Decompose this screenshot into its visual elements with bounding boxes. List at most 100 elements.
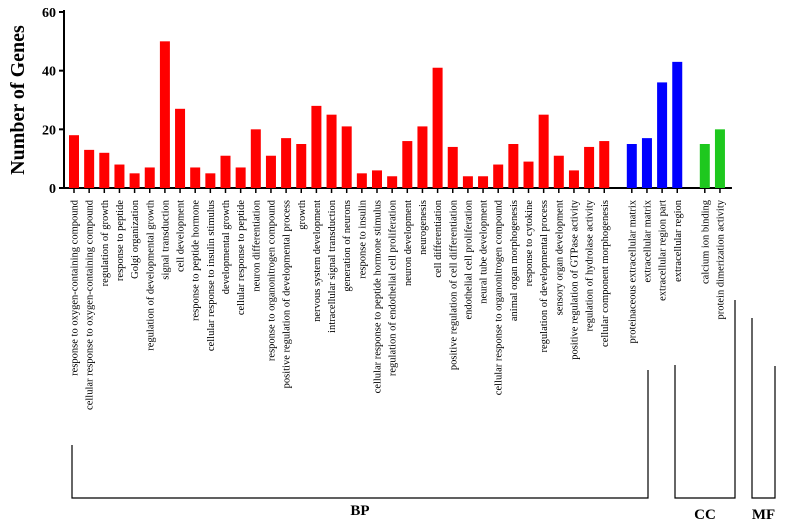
bar-bp-1 bbox=[69, 135, 79, 188]
category-label: response to peptide bbox=[115, 200, 126, 281]
bracket-mf bbox=[751, 318, 776, 499]
bar-bp-11 bbox=[220, 155, 231, 188]
category-label: protein dimerization activity bbox=[715, 199, 726, 319]
bar-bp-4 bbox=[114, 164, 125, 188]
bar-bp-3 bbox=[99, 152, 110, 188]
category-label: cellular component morphogenesis bbox=[600, 200, 611, 347]
bar-bp-13 bbox=[250, 129, 261, 188]
y-axis-label: Number of Genes bbox=[7, 25, 29, 175]
category-label: response to insulin bbox=[357, 199, 368, 278]
category-label: response to cytokine bbox=[524, 200, 535, 287]
category-label: regulation of endothelial cell prolifera… bbox=[388, 199, 399, 376]
category-label: regulation of developmental process bbox=[539, 200, 550, 353]
category-label: nervous system development bbox=[312, 200, 323, 322]
bar-bp-21 bbox=[372, 170, 382, 188]
category-label: extracellular region bbox=[673, 199, 684, 282]
category-label: growth bbox=[297, 199, 308, 229]
category-label: regulation of hydrolase activity bbox=[585, 199, 596, 331]
category-label: regulation of growth bbox=[100, 199, 111, 286]
category-label: response to peptide hormone bbox=[191, 200, 202, 321]
bar-bp-31 bbox=[523, 161, 534, 188]
category-labels: response to oxygen-containing compound ce… bbox=[70, 199, 727, 410]
bar-cc-2 bbox=[641, 138, 652, 188]
category-label: positive regulation of GTPase activity bbox=[569, 199, 580, 360]
category-label: positive regulation of cell differentiat… bbox=[448, 199, 459, 370]
category-label: cellular response to peptide bbox=[236, 200, 247, 316]
bar-bp-6 bbox=[144, 167, 155, 188]
bar-bp-24 bbox=[417, 126, 428, 188]
category-label: neuron development bbox=[403, 200, 414, 286]
y-tick-label: 0 bbox=[49, 182, 56, 197]
bar-bp-9 bbox=[190, 167, 201, 188]
category-label: response to oxygen-containing compound bbox=[70, 199, 81, 376]
bar-bp-32 bbox=[538, 114, 549, 188]
bar-bp-30 bbox=[508, 144, 519, 188]
bar-bp-26 bbox=[447, 146, 458, 188]
group-label-mf: MF bbox=[752, 507, 775, 523]
category-label: developmental growth bbox=[221, 199, 232, 294]
category-label: positive regulation of developmental pro… bbox=[282, 200, 293, 388]
bar-bp-5 bbox=[129, 173, 140, 188]
bracket-bp bbox=[71, 370, 649, 499]
bar-bp-36 bbox=[599, 141, 610, 188]
bar-bp-27 bbox=[462, 176, 473, 188]
bar-bp-10 bbox=[205, 173, 216, 188]
category-label: intracellular signal transduction bbox=[327, 199, 338, 333]
group-label-bp: BP bbox=[350, 503, 369, 519]
y-tick-label: 40 bbox=[42, 65, 56, 80]
category-label: sensory organ development bbox=[554, 200, 565, 315]
y-tick-label: 60 bbox=[42, 6, 56, 21]
bar-bp-7 bbox=[159, 41, 170, 189]
category-label: response to organonitrogen compound bbox=[266, 199, 277, 361]
bracket-cc bbox=[674, 300, 736, 499]
category-label: endothelial cell proliferation bbox=[463, 199, 474, 319]
category-label: proteinaceous extracellular matrix bbox=[627, 199, 638, 343]
category-label: Golgi organization bbox=[130, 199, 141, 279]
category-label: signal transduction bbox=[160, 199, 171, 279]
bar-bp-35 bbox=[584, 146, 595, 188]
bar-bp-23 bbox=[402, 141, 413, 188]
bar-bp-33 bbox=[553, 155, 564, 188]
category-label: cell differentiation bbox=[433, 199, 444, 277]
bar-bp-22 bbox=[387, 176, 398, 188]
bar-bp-16 bbox=[296, 144, 307, 188]
category-label: regulation of developmental growth bbox=[145, 199, 156, 350]
bar-cc-3 bbox=[657, 82, 668, 188]
category-label: cellular response to organonitrogen comp… bbox=[494, 199, 505, 395]
bar-bp-29 bbox=[493, 164, 504, 188]
category-label: generation of neurons bbox=[342, 200, 353, 292]
bar-cc-1 bbox=[626, 144, 637, 188]
y-ticks: 0 20 40 60 bbox=[42, 6, 64, 197]
category-label: cell development bbox=[176, 200, 187, 272]
bar-bp-18 bbox=[326, 114, 337, 188]
bar-bp-28 bbox=[478, 176, 489, 188]
bar-bp-2 bbox=[84, 149, 95, 188]
bars bbox=[69, 41, 725, 189]
category-label: neurogenesis bbox=[418, 200, 429, 255]
bar-cc-4 bbox=[672, 61, 683, 188]
bar-bp-14 bbox=[265, 155, 276, 188]
bar-bp-15 bbox=[281, 138, 292, 188]
category-label: cellular response to insulin stimulus bbox=[206, 200, 217, 351]
category-label: extracellular region part bbox=[658, 200, 669, 301]
bar-bp-19 bbox=[341, 126, 352, 188]
bar-bp-8 bbox=[175, 108, 186, 188]
category-label: calcium ion binding bbox=[700, 199, 711, 284]
category-label: neuron differentiation bbox=[251, 199, 262, 291]
group-label-cc: CC bbox=[694, 507, 716, 523]
bar-bp-20 bbox=[356, 173, 367, 188]
bar-mf-2 bbox=[714, 129, 725, 188]
y-tick-label: 20 bbox=[42, 123, 56, 138]
category-label: cellular response to oxygen-containing c… bbox=[85, 199, 96, 410]
bar-bp-12 bbox=[235, 167, 246, 188]
category-label: neural tube development bbox=[479, 200, 490, 304]
category-label: animal organ morphogenesis bbox=[509, 200, 520, 321]
category-label: extracellular matrix bbox=[642, 199, 653, 282]
category-label: cellular response to peptide hormone sti… bbox=[373, 200, 384, 393]
bar-mf-1 bbox=[699, 144, 710, 188]
group-brackets: BP CC MF bbox=[71, 300, 776, 523]
bar-bp-34 bbox=[568, 170, 579, 188]
bar-bp-25 bbox=[432, 67, 443, 188]
bar-bp-17 bbox=[311, 105, 322, 188]
